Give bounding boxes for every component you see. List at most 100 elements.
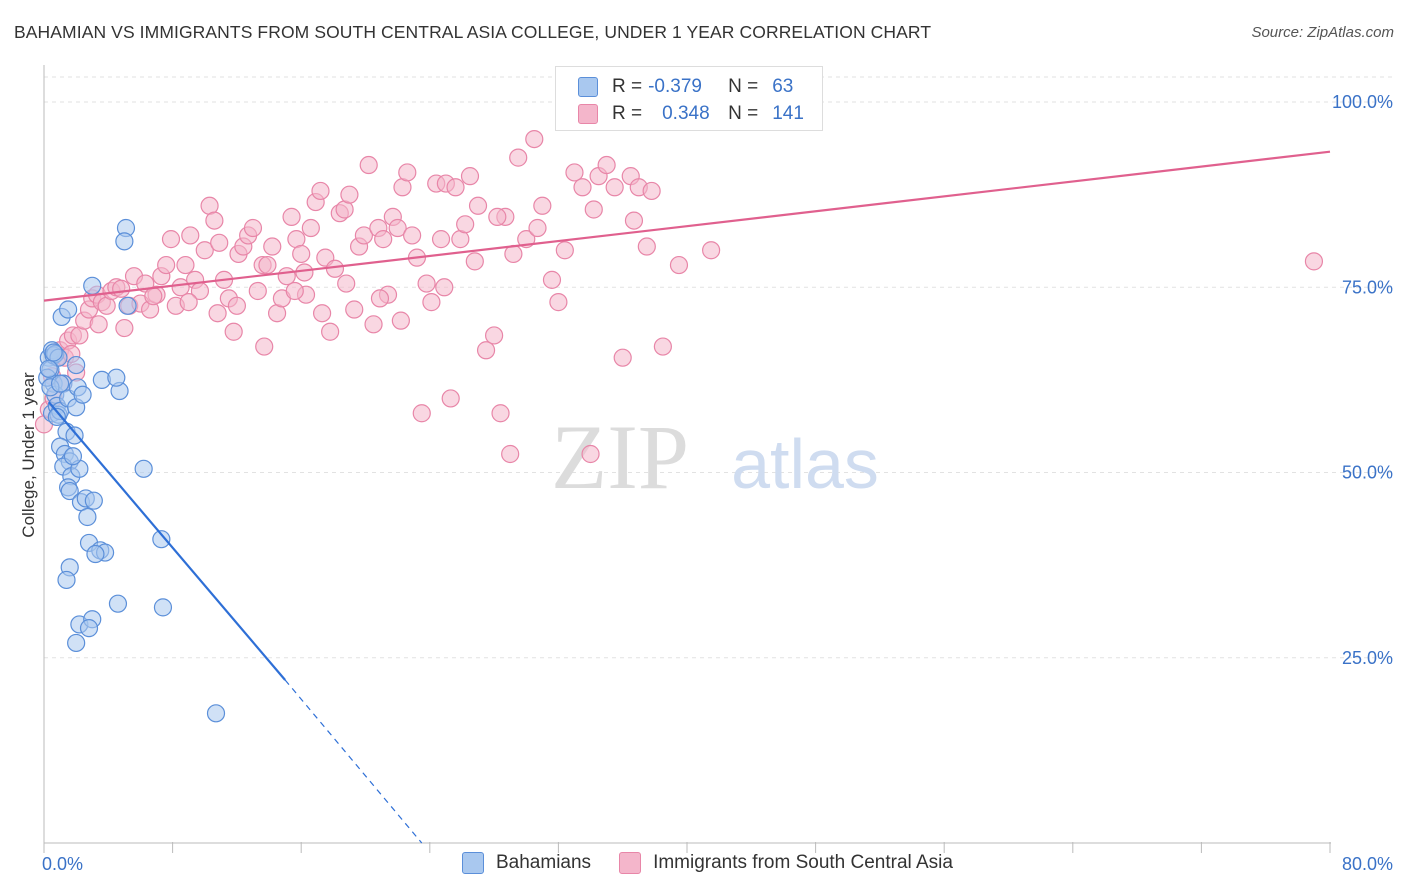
pink-point [370,289,390,308]
x-tick-label: 0.0% [42,854,83,874]
pink-point [446,178,465,197]
pink-point [549,293,568,312]
pink-point [248,281,267,301]
pink-point [295,263,314,282]
blue-point [44,343,63,362]
legend-swatch-pink [578,104,598,124]
blue-point [67,633,86,653]
pink-point [144,287,163,306]
pink-point [573,178,592,197]
watermark-zip: ZIP [551,406,689,508]
legend-swatch-blue [462,852,484,874]
blue-point [115,232,134,251]
legend-n-label: N = [728,103,759,124]
legend-label-bahamians: Bahamians [496,852,592,873]
blue-point [47,407,66,427]
series-legend: Bahamians Immigrants from South Central … [462,852,981,874]
pink-point [465,252,484,271]
pink-point [624,211,644,230]
pink-point [613,348,632,367]
legend-swatch-blue [578,77,598,97]
source-credit: Source: ZipAtlas.com [1251,24,1394,41]
pink-point [417,274,436,293]
pink-point [325,259,345,278]
pink-point [398,163,417,182]
pink-point [584,200,603,219]
pink-point [364,315,383,334]
legend-item-immigrants[interactable]: Immigrants from South Central Asia [619,852,953,874]
blue-point [57,570,76,590]
pink-point [340,185,359,204]
pink-point [208,304,227,323]
pink-point [255,337,274,356]
pink-point [285,281,304,301]
blue-point [206,704,226,723]
pink-point [205,211,224,230]
pink-point [195,241,214,260]
blue-point [78,507,97,527]
pink-point [533,196,552,215]
pink-point [597,155,616,175]
blue-point [39,359,58,378]
blue-point [67,355,86,375]
pink-point [157,255,176,275]
pink-point [224,322,243,341]
pink-point [488,207,507,226]
tick-labels: 25.0% 50.0% 75.0% 100.0% 0.0% 80.0% [42,92,1393,874]
blue-point [65,426,84,445]
pink-point [491,404,510,423]
pink-point [312,304,332,323]
pink-point [301,218,320,238]
legend-n-value: 63 [772,76,794,97]
pink-point [422,293,441,312]
blue-trend-line [47,401,286,681]
pink-point [403,226,422,245]
y-tick-label: 75.0% [1342,277,1393,297]
legend-n-label: N = [728,76,759,97]
blue-point [84,491,103,510]
pink-point [391,311,410,330]
blue-point [107,368,126,387]
correlation-legend: R = -0.379 N = 63 R = 0.348 N = 141 [555,66,823,131]
pink-point [176,255,195,275]
pink-point [637,237,656,256]
pink-point [1304,252,1324,271]
y-tick-label: 100.0% [1332,92,1393,112]
pink-point [337,274,356,293]
pink-point [528,218,547,238]
blue-point [134,459,153,478]
blue-point [73,385,92,404]
legend-swatch-pink [619,852,642,874]
pink-point [210,233,229,252]
pink-point [161,230,181,249]
x-tick-label: 80.0% [1342,854,1393,874]
pink-point [653,337,672,356]
legend-label-immigrants: Immigrants from South Central Asia [653,852,953,873]
pink-point [509,148,528,167]
pink-point [485,326,504,345]
pink-point [321,322,340,341]
blue-point [83,276,102,295]
pink-point [89,315,108,334]
legend-r-label: R = [612,76,643,97]
pink-point [179,293,198,312]
pink-point [412,404,431,423]
pink-series-points [34,129,1324,464]
pink-point [292,244,311,264]
pink-point [115,318,134,338]
pink-point [258,255,277,275]
y-axis-label: College, Under 1 year [19,372,38,538]
pink-point [263,237,282,256]
blue-point [60,481,79,501]
pink-point [112,279,131,298]
pink-point [282,207,301,226]
trend-lines [43,150,1331,844]
blue-point [63,447,83,466]
pink-point [669,255,689,275]
legend-r-value: 0.348 [662,103,710,124]
pink-point [431,230,451,249]
blue-point [59,300,78,319]
blue-point [153,598,173,617]
legend-item-bahamians[interactable]: Bahamians [462,852,591,874]
